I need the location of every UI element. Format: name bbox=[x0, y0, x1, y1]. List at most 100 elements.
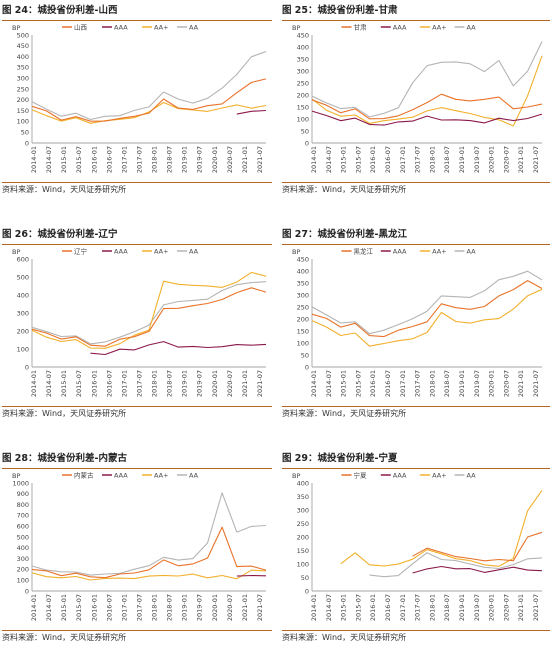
series-line-AA bbox=[311, 41, 543, 118]
x-tick-label: 2020-01 bbox=[488, 146, 496, 173]
series-line-AA+ bbox=[311, 55, 543, 127]
x-tick-label: 2014-07 bbox=[45, 146, 53, 173]
x-tick-label: 2016-07 bbox=[105, 594, 113, 621]
x-tick-label: 2017-07 bbox=[135, 146, 143, 173]
x-tick-label: 2014-07 bbox=[325, 594, 333, 621]
x-tick-label: 2020-01 bbox=[488, 370, 496, 397]
x-tick-label: 2021-01 bbox=[517, 370, 525, 397]
x-tick-label: 2019-07 bbox=[473, 594, 481, 621]
series-line-AA+ bbox=[31, 271, 267, 349]
y-tick-label: 100 bbox=[297, 339, 309, 347]
y-unit-label: BP bbox=[12, 248, 20, 256]
legend-label: AA bbox=[189, 24, 199, 32]
y-tick-label: 50 bbox=[301, 127, 309, 135]
x-tick-label: 2016-01 bbox=[369, 146, 377, 173]
y-tick-label: 100 bbox=[297, 115, 309, 123]
x-tick-label: 2018-01 bbox=[428, 370, 436, 397]
x-tick-label: 2019-07 bbox=[473, 146, 481, 173]
x-tick-label: 2017-07 bbox=[414, 146, 422, 173]
x-tick-label: 2018-07 bbox=[443, 370, 451, 397]
x-tick-label: 2016-01 bbox=[90, 594, 98, 621]
x-tick-label: 2017-01 bbox=[120, 146, 128, 173]
series-line-AAA bbox=[412, 565, 543, 574]
y-tick-label: 200 bbox=[297, 315, 309, 323]
x-tick-label: 2020-07 bbox=[226, 594, 234, 621]
y-tick-label: 700 bbox=[17, 512, 29, 520]
series-line-AA+ bbox=[31, 569, 267, 581]
y-unit-label: BP bbox=[292, 24, 300, 32]
y-tick-label: 300 bbox=[297, 506, 309, 514]
x-tick-label: 2018-07 bbox=[443, 594, 451, 621]
x-tick-label: 2017-07 bbox=[135, 594, 143, 621]
line-chart: BP 山西 AAA AA+ AA 0 50 100 150 200 250 300 350 400 450 5… bbox=[12, 23, 267, 173]
y-tick-label: 50 bbox=[301, 351, 309, 359]
x-tick-label: 2021-07 bbox=[256, 370, 264, 397]
x-tick-label: 2021-01 bbox=[241, 146, 249, 173]
y-tick-label: 400 bbox=[17, 291, 29, 299]
y-tick-label: 200 bbox=[297, 91, 309, 99]
y-tick-label: 400 bbox=[17, 544, 29, 552]
chart-title: 图 27：城投省份利差-黑龙江 bbox=[282, 226, 550, 245]
y-tick-label: 400 bbox=[17, 53, 29, 61]
legend-label: AA+ bbox=[432, 248, 447, 256]
source-note: 资料来源：Wind，天风证券研究所 bbox=[2, 630, 272, 645]
x-tick-label: 2016-07 bbox=[384, 370, 392, 397]
x-tick-label: 2017-01 bbox=[399, 146, 407, 173]
x-tick-label: 2020-01 bbox=[211, 594, 219, 621]
y-tick-label: 150 bbox=[297, 327, 309, 335]
legend-label: AA+ bbox=[432, 24, 447, 32]
y-tick-label: 500 bbox=[17, 273, 29, 281]
x-tick-label: 2019-07 bbox=[196, 146, 204, 173]
x-tick-label: 2018-07 bbox=[443, 146, 451, 173]
x-tick-label: 2015-01 bbox=[60, 370, 68, 397]
y-tick-label: 100 bbox=[297, 560, 309, 568]
x-tick-label: 2021-07 bbox=[532, 370, 540, 397]
y-tick-label: 350 bbox=[297, 493, 309, 501]
series-line-AAA bbox=[236, 109, 267, 115]
y-tick-label: 300 bbox=[297, 67, 309, 75]
y-unit-label: BP bbox=[292, 248, 300, 256]
series-line-AAA bbox=[90, 341, 267, 356]
y-tick-label: 450 bbox=[17, 42, 29, 50]
x-tick-label: 2020-07 bbox=[226, 370, 234, 397]
series-line-local bbox=[31, 526, 267, 579]
x-tick-label: 2021-01 bbox=[517, 594, 525, 621]
y-tick-label: 150 bbox=[17, 107, 29, 115]
y-tick-label: 1000 bbox=[12, 479, 29, 487]
x-tick-label: 2019-07 bbox=[196, 370, 204, 397]
y-tick-label: 450 bbox=[297, 255, 309, 263]
legend-label: AA bbox=[189, 472, 199, 480]
y-tick-label: 400 bbox=[297, 43, 309, 51]
y-tick-label: 50 bbox=[301, 574, 309, 582]
series-line-AA bbox=[31, 492, 267, 576]
x-tick-label: 2015-01 bbox=[340, 370, 348, 397]
x-tick-label: 2020-01 bbox=[211, 146, 219, 173]
y-tick-label: 50 bbox=[21, 129, 29, 137]
legend-label: AA bbox=[467, 472, 477, 480]
y-tick-label: 350 bbox=[17, 64, 29, 72]
source-note: 资料来源：Wind，天风证券研究所 bbox=[2, 182, 272, 197]
legend-label: AA bbox=[189, 248, 199, 256]
x-tick-label: 2020-07 bbox=[226, 146, 234, 173]
line-chart: BP 甘肃 AAA AA+ AA 0 50 100 150 200 250 300 350 400 450 2… bbox=[292, 23, 543, 173]
source-note: 资料来源：Wind，天风证券研究所 bbox=[282, 630, 550, 645]
legend-label: 辽宁 bbox=[74, 247, 88, 256]
x-tick-label: 2014-01 bbox=[30, 370, 38, 397]
series-line-AAA bbox=[311, 110, 543, 126]
x-tick-label: 2016-07 bbox=[384, 146, 392, 173]
x-tick-label: 2019-01 bbox=[458, 146, 466, 173]
x-tick-label: 2014-01 bbox=[310, 370, 318, 397]
y-tick-label: 450 bbox=[297, 31, 309, 39]
y-tick-label: 150 bbox=[297, 547, 309, 555]
y-tick-label: 100 bbox=[17, 577, 29, 585]
series-line-AA+ bbox=[311, 288, 543, 347]
y-tick-label: 300 bbox=[17, 555, 29, 563]
x-tick-label: 2020-01 bbox=[211, 370, 219, 397]
x-tick-label: 2014-07 bbox=[45, 370, 53, 397]
series-line-AA bbox=[369, 552, 543, 578]
x-tick-label: 2017-01 bbox=[120, 370, 128, 397]
y-unit-label: BP bbox=[292, 472, 300, 480]
x-tick-label: 2017-01 bbox=[399, 370, 407, 397]
y-tick-label: 500 bbox=[17, 31, 29, 39]
x-tick-label: 2016-01 bbox=[90, 146, 98, 173]
